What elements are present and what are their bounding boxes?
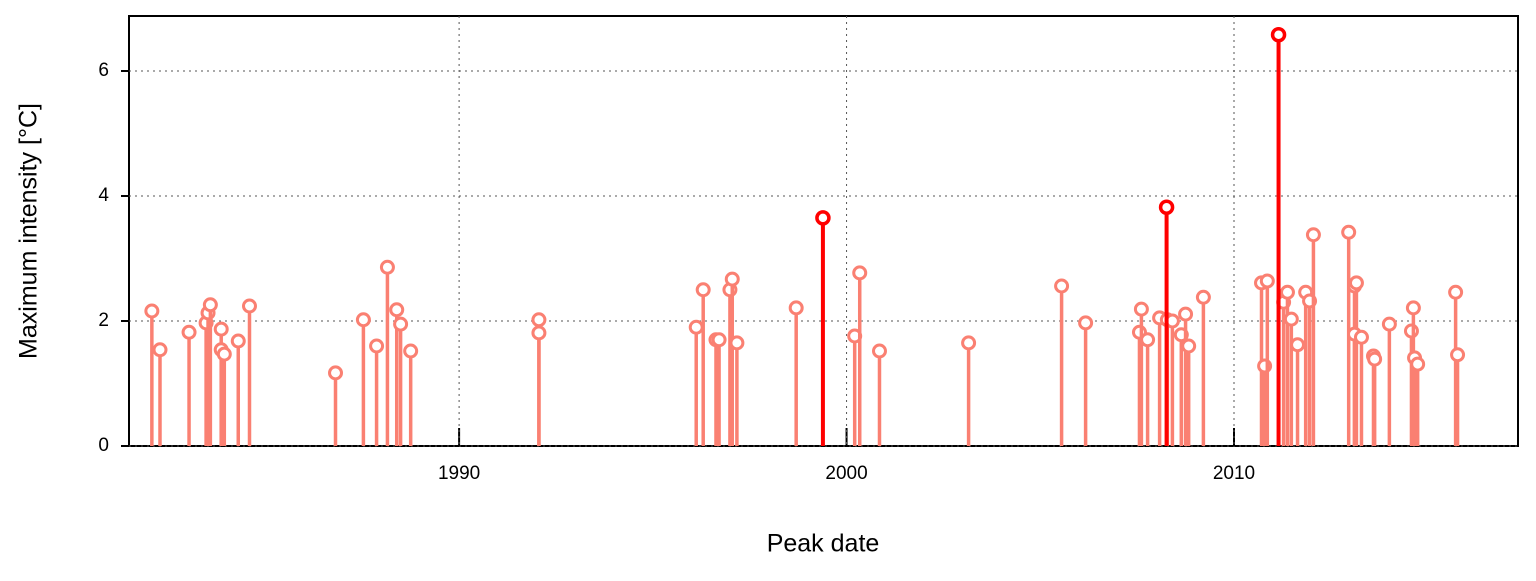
marker — [1181, 338, 1197, 354]
marker — [181, 324, 197, 340]
marker — [1367, 351, 1383, 367]
marker — [1290, 337, 1306, 353]
marker — [1195, 289, 1211, 305]
marker — [1353, 329, 1369, 345]
marker — [144, 303, 160, 319]
marker — [328, 365, 344, 381]
marker — [1410, 356, 1426, 372]
marker — [1279, 284, 1295, 300]
marker — [369, 338, 385, 354]
marker — [1158, 199, 1175, 215]
marker — [1140, 332, 1156, 348]
marker — [403, 343, 419, 359]
marker — [355, 312, 371, 328]
marker — [379, 259, 395, 275]
marker — [1450, 347, 1466, 363]
marker — [815, 210, 831, 226]
marker — [871, 343, 887, 359]
marker — [202, 297, 218, 313]
marker — [1054, 278, 1070, 294]
marker — [152, 342, 168, 358]
y-tick-label: 4 — [98, 185, 109, 206]
marker — [724, 271, 740, 287]
marker — [1448, 284, 1464, 300]
marker — [213, 321, 229, 337]
marker — [1259, 273, 1275, 289]
marker — [531, 312, 547, 328]
marker — [1270, 27, 1287, 43]
marker — [729, 335, 745, 351]
marker — [1405, 300, 1421, 316]
marker — [695, 282, 711, 298]
marker — [241, 298, 257, 314]
marker — [1341, 224, 1357, 240]
marker — [1348, 275, 1364, 291]
x-tick-label: 2010 — [1213, 463, 1255, 484]
marker — [711, 332, 727, 348]
marker — [1305, 227, 1321, 243]
marker — [230, 333, 246, 349]
y-tick-label: 6 — [98, 60, 109, 81]
marker — [1381, 316, 1397, 332]
x-axis-label: Peak date — [767, 530, 880, 558]
marker — [852, 265, 868, 281]
marker — [1403, 323, 1419, 339]
marker — [389, 302, 405, 318]
y-axis-label: Maximum intensity [°C] — [15, 103, 43, 359]
y-tick-label: 2 — [98, 310, 109, 331]
marker — [688, 319, 704, 335]
marker — [788, 300, 804, 316]
marker — [531, 325, 547, 341]
marker — [393, 316, 409, 332]
x-tick-label: 2000 — [825, 463, 867, 484]
marker — [961, 335, 977, 351]
marker — [1178, 306, 1194, 322]
marker — [1133, 301, 1149, 317]
x-tick-label: 1990 — [438, 463, 480, 484]
marker — [1078, 315, 1094, 331]
marker — [216, 346, 232, 362]
y-tick-label: 0 — [98, 435, 109, 456]
marker — [1283, 311, 1299, 327]
